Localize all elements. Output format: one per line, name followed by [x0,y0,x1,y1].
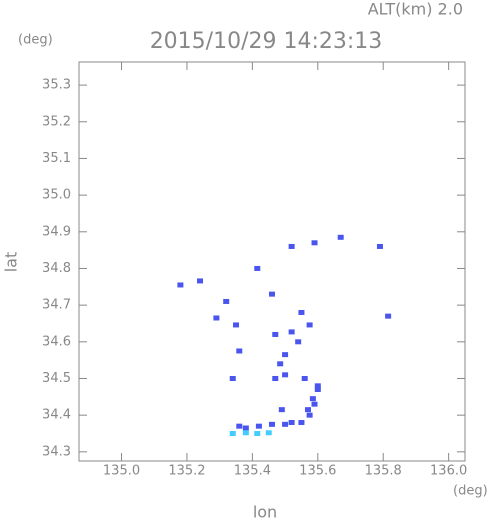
echo-point [254,265,261,271]
echo-point [306,412,313,418]
y-tick-label: 35.1 [42,151,71,166]
chart-title: 2015/10/29 14:23:13 [150,29,383,54]
echo-point [233,322,240,328]
echo-point [385,313,392,319]
echo-point [311,240,318,246]
echo-point [298,309,305,315]
echo-point [277,361,284,367]
echo-point [229,375,236,381]
x-unit: (deg) [453,484,488,499]
echo-point [269,291,275,297]
echo-point [288,329,295,335]
y-tick-label: 34.5 [42,371,71,386]
y-tick-label: 34.9 [42,224,71,239]
x-tick-label: 135.6 [299,464,336,479]
y-axis-label: lat [2,252,21,273]
x-tick-label: 136.0 [430,464,467,479]
x-tick-label: 135.0 [103,464,140,479]
x-tick-label: 135.2 [168,464,205,479]
echo-point [314,383,321,389]
y-tick-label: 35.3 [42,78,71,93]
echo-point [282,352,289,358]
echo-point [197,278,204,284]
echo-point [309,396,316,402]
echo-point [314,386,321,392]
y-tick-label: 34.3 [42,444,71,459]
y-tick-label: 34.6 [42,334,71,349]
y-unit: (deg) [18,33,53,48]
y-tick-label: 34.4 [42,408,71,423]
echo-point [269,421,275,427]
echo-point [254,430,261,436]
echo-point [306,322,313,328]
echo-point [242,425,249,431]
echo-point [255,423,262,429]
echo-point [278,407,285,413]
echo-point [311,401,318,407]
y-tick-label: 34.7 [42,298,71,313]
echo-point [337,234,344,240]
echo-point [272,375,279,381]
echo-point [376,243,383,249]
x-tick-label: 135.8 [365,464,402,479]
x-tick-label: 135.4 [234,464,271,479]
echo-point [295,339,302,345]
echo-point [298,419,305,425]
echo-point [282,421,289,427]
echo-point [282,372,289,378]
echo-point [223,298,230,304]
echo-point [304,407,311,413]
y-tick-label: 35.2 [42,114,71,129]
echo-point [301,375,308,381]
echo-point [213,315,220,321]
echo-point [236,423,243,429]
plot-frame [78,61,466,462]
echo-point [229,430,236,436]
echo-point [288,243,295,249]
x-axis-label: lon [253,503,277,521]
echo-point [288,419,295,425]
echo-point [236,348,243,354]
echo-point [265,430,272,436]
echo-point [242,430,249,436]
y-tick-label: 34.8 [42,261,71,276]
echo-point [272,331,279,337]
y-tick-label: 35.0 [42,188,71,203]
echo-point [177,282,184,288]
altitude-label: ALT(km) 2.0 [368,0,463,19]
